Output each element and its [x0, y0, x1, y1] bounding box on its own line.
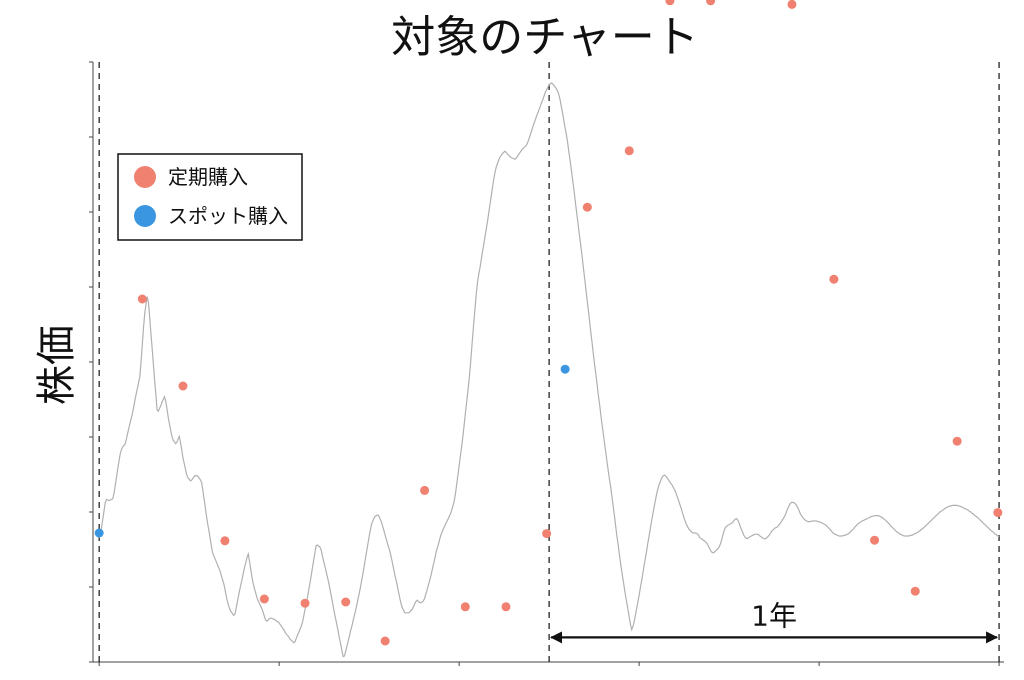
- regular-purchase-point: [300, 598, 310, 608]
- chart-title: 対象のチャート: [391, 12, 699, 63]
- regular-purchase-point: [787, 0, 797, 9]
- regular-purchase-point: [829, 274, 839, 284]
- legend-marker-spot: [134, 205, 156, 227]
- regular-purchase-point: [542, 529, 552, 539]
- regular-purchase-point: [420, 485, 430, 495]
- regular-purchase-point: [501, 602, 511, 612]
- regular-purchase-point: [137, 294, 147, 304]
- regular-purchase-point: [460, 602, 470, 612]
- y-axis-ticks: [89, 61, 93, 663]
- regular-purchase-point: [259, 594, 269, 604]
- regular-purchase-point: [952, 436, 962, 446]
- period-arrow-label: 1年: [751, 599, 797, 632]
- regular-purchase-point: [582, 202, 592, 212]
- purchase-markers: [94, 0, 1003, 646]
- regular-purchase-point: [178, 381, 188, 391]
- regular-purchase-point: [706, 0, 716, 6]
- regular-purchase-point: [993, 508, 1003, 518]
- spot-purchase-point: [560, 364, 570, 374]
- x-axis-ticks: [98, 662, 1000, 666]
- regular-purchase-point: [380, 636, 390, 646]
- legend-label-regular: 定期購入: [168, 165, 248, 189]
- regular-purchase-point: [910, 586, 920, 596]
- price-line: [98, 82, 1000, 658]
- regular-purchase-point: [665, 0, 675, 6]
- spot-purchase-point: [94, 528, 104, 538]
- regular-purchase-point: [870, 535, 880, 545]
- legend: 定期購入 スポット購入: [117, 153, 303, 241]
- y-axis-label: 株価: [34, 325, 80, 405]
- regular-purchase-point: [341, 597, 351, 607]
- period-arrows: 1年1年: [550, 599, 999, 644]
- regular-purchase-point: [220, 536, 230, 546]
- plot-frame: [92, 62, 1004, 663]
- legend-label-spot: スポット購入: [168, 204, 288, 228]
- period-divider-lines: [98, 62, 1000, 662]
- legend-marker-regular: [134, 166, 156, 188]
- regular-purchase-point: [624, 146, 634, 156]
